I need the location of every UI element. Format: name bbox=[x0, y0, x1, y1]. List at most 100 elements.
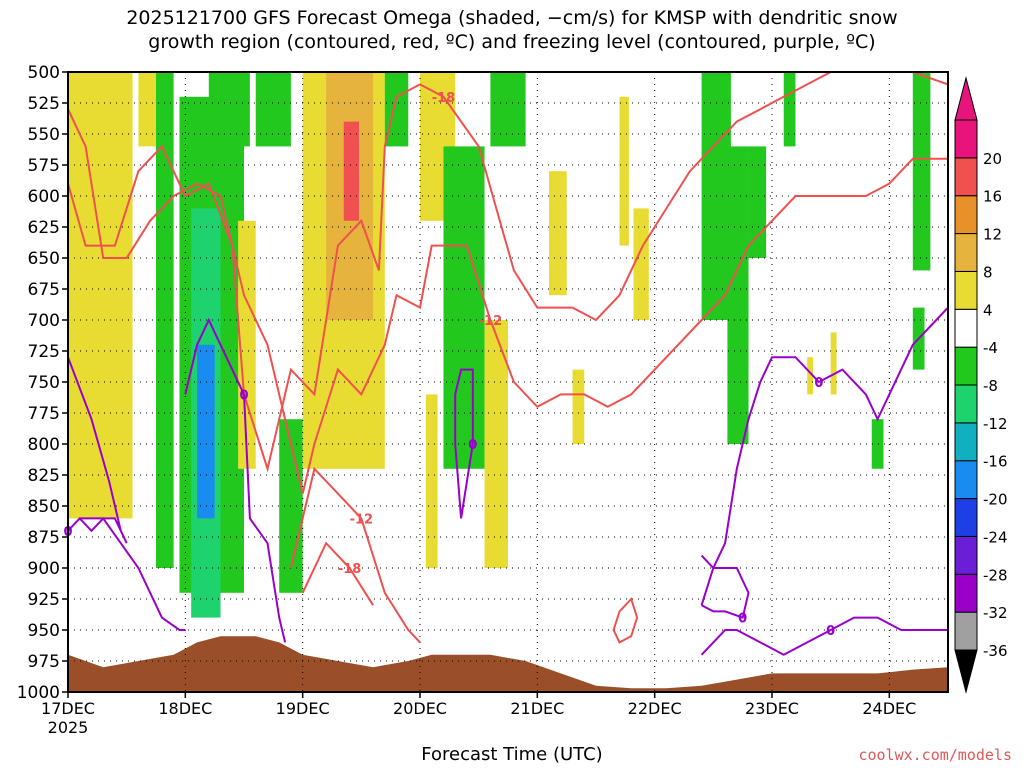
omega-band bbox=[238, 220, 256, 469]
freezing-level-contour bbox=[454, 368, 474, 519]
y-tick-label: 775 bbox=[28, 404, 60, 424]
omega-band bbox=[871, 419, 884, 469]
x-tick-label: 2025 bbox=[48, 718, 89, 737]
y-tick-label: 700 bbox=[28, 311, 60, 331]
omega-band bbox=[633, 208, 649, 320]
freezing-level-contour-label: 0 bbox=[826, 624, 835, 639]
dendritic-contour bbox=[67, 108, 948, 494]
y-tick-label: 975 bbox=[28, 652, 60, 672]
y-tick-label: 850 bbox=[28, 497, 60, 517]
y-tick-label: 875 bbox=[28, 528, 60, 548]
omega-band bbox=[490, 72, 526, 147]
x-tick-label: 24DEC bbox=[862, 699, 916, 718]
colorbar: -36 -32 -28 -24 -20 -16 -12 -8 -4 4 8 12 16 20 bbox=[954, 76, 1008, 694]
y-tick-label: 800 bbox=[28, 435, 60, 455]
omega-band bbox=[549, 171, 567, 296]
dendritic-contour-label: -18 bbox=[432, 91, 456, 106]
omega-band bbox=[208, 72, 250, 147]
colorbar-label: -36 bbox=[983, 642, 1008, 660]
colorbar-label: -16 bbox=[983, 453, 1008, 471]
x-tick-label: 20DEC bbox=[393, 699, 447, 718]
y-tick-label: 500 bbox=[28, 63, 60, 83]
chart-title: 2025121700 GFS Forecast Omega (shaded, −… bbox=[0, 6, 1024, 54]
freezing-level-contour-label: 0 bbox=[814, 376, 823, 391]
colorbar-label: -32 bbox=[983, 604, 1008, 622]
colorbar-top-arrow bbox=[954, 76, 978, 121]
y-tick-label: 625 bbox=[28, 218, 60, 238]
y-tick-label: 550 bbox=[28, 125, 60, 145]
colorbar-label: 12 bbox=[983, 226, 1002, 244]
colorbar-label: 8 bbox=[983, 263, 993, 281]
freezing-level-contour-label: 0 bbox=[239, 388, 248, 403]
x-tick-label: 22DEC bbox=[628, 699, 682, 718]
dendritic-contour bbox=[67, 71, 949, 473]
y-tick-label: 525 bbox=[28, 94, 60, 114]
omega-band bbox=[68, 72, 133, 519]
omega-band bbox=[197, 344, 215, 519]
colorbar-label: -8 bbox=[983, 377, 998, 395]
colorbar-swatch bbox=[954, 460, 978, 500]
y-tick-label: 650 bbox=[28, 249, 60, 269]
colorbar-label: -12 bbox=[983, 415, 1008, 433]
colorbar-swatch bbox=[954, 157, 978, 197]
omega-band bbox=[425, 394, 438, 568]
colorbar-swatch bbox=[954, 384, 978, 424]
omega-band bbox=[343, 121, 359, 221]
colorbar-label: 16 bbox=[983, 188, 1002, 206]
freezing-level-contour bbox=[184, 317, 287, 643]
freezing-level-contour bbox=[67, 356, 186, 631]
x-tick-label: 18DEC bbox=[158, 699, 212, 718]
omega-band bbox=[572, 369, 585, 444]
dendritic-contour-label: -12 bbox=[479, 314, 503, 329]
colorbar-swatch bbox=[954, 233, 978, 272]
colorbar-label: -20 bbox=[983, 491, 1008, 509]
colorbar-swatch bbox=[954, 308, 978, 348]
axes-layer: 500 525 550 575 600 625 650 675 700 725 750 775 800 8… bbox=[17, 63, 949, 737]
omega-band bbox=[384, 72, 409, 147]
colorbar-label: -28 bbox=[983, 566, 1008, 584]
y-tick-label: 925 bbox=[28, 590, 60, 610]
dendritic-contour-label: -12 bbox=[350, 512, 374, 527]
omega-band bbox=[807, 357, 814, 395]
omega-band bbox=[619, 96, 629, 246]
dendritic-contour bbox=[612, 597, 639, 644]
x-tick-label: 21DEC bbox=[510, 699, 564, 718]
dendritic-contour bbox=[301, 541, 374, 606]
y-tick-label: 950 bbox=[28, 621, 60, 641]
source-credit[interactable]: coolwx.com/models bbox=[858, 746, 1012, 764]
y-tick-label: 900 bbox=[28, 559, 60, 579]
colorbar-swatch bbox=[954, 195, 978, 235]
colorbar-swatch bbox=[954, 611, 978, 651]
colorbar-swatch bbox=[954, 422, 978, 462]
dendritic-contour bbox=[289, 466, 421, 644]
omega-band bbox=[748, 146, 767, 258]
freezing-level-contour-label: 0 bbox=[468, 438, 477, 453]
colorbar-swatch bbox=[954, 573, 978, 613]
y-tick-label: 675 bbox=[28, 280, 60, 300]
x-tick-label: 19DEC bbox=[276, 699, 330, 718]
y-tick-label: 750 bbox=[28, 373, 60, 393]
y-tick-label: 825 bbox=[28, 466, 60, 486]
colorbar-label: 4 bbox=[983, 301, 993, 319]
omega-shading-layer bbox=[68, 72, 948, 692]
chart-title-line2: growth region (contoured, red, ºC) and f… bbox=[148, 31, 876, 53]
dendritic-contour-label: -18 bbox=[338, 562, 362, 577]
dendritic-contours-layer: -18 -12 -12 -18 bbox=[67, 71, 949, 644]
colorbar-swatch bbox=[954, 535, 978, 575]
colorbar-label: 20 bbox=[983, 150, 1002, 168]
y-tick-label: 1000 bbox=[17, 683, 60, 703]
colorbar-swatch bbox=[954, 119, 978, 159]
terrain-fill bbox=[68, 636, 948, 692]
freezing-level-contour bbox=[700, 554, 750, 619]
colorbar-bottom-arrow bbox=[954, 649, 978, 694]
freezing-level-contour bbox=[700, 616, 948, 656]
colorbar-swatch bbox=[954, 346, 978, 386]
omega-band bbox=[727, 146, 749, 444]
colorbar-label: -24 bbox=[983, 528, 1008, 546]
terrain-layer bbox=[68, 636, 948, 692]
freezing-level-contour-label: 0 bbox=[738, 612, 747, 627]
omega-band bbox=[830, 332, 837, 395]
omega-band bbox=[912, 72, 931, 271]
